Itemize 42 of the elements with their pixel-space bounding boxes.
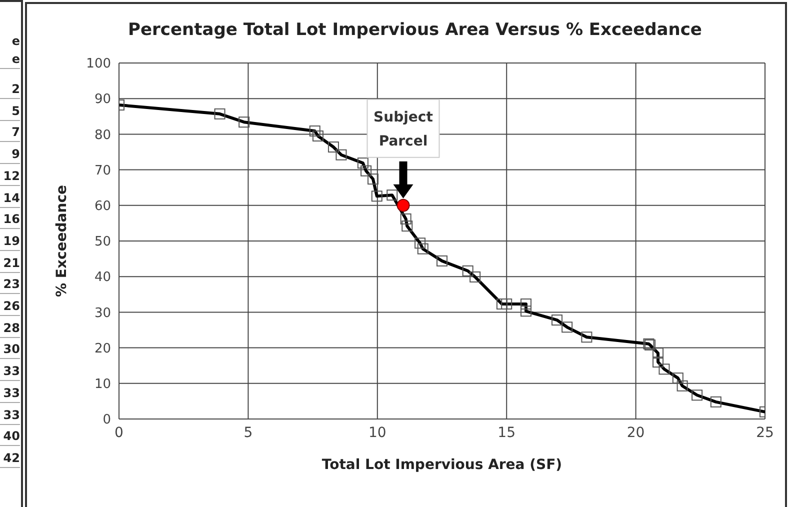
y-axis-title: % Exceedance [54, 184, 70, 298]
y-tick-label: 100 [86, 56, 111, 72]
text: 33 [0, 384, 20, 403]
text: e [10, 33, 20, 50]
text: 7 [0, 123, 20, 142]
y-tick-label: 70 [94, 163, 111, 178]
x-tick-label: 0 [114, 424, 124, 441]
text: 16 [0, 210, 20, 230]
text: 40 [0, 427, 20, 446]
text: 42 [0, 448, 20, 468]
text: 12 [0, 166, 20, 186]
annotation: Subject Parcel [374, 109, 434, 150]
y-tick-label: 0 [102, 412, 111, 428]
y-tick-label: 10 [94, 377, 111, 392]
y-tick-label: 90 [94, 92, 111, 108]
x-tick-label: 5 [244, 424, 253, 441]
text: 21 [0, 254, 20, 273]
x-tick-label: 15 [498, 424, 516, 441]
text: e [0, 50, 20, 69]
text: 14 [0, 188, 20, 208]
text: 5 [0, 102, 20, 121]
x-tick-label: 25 [756, 424, 774, 441]
text: 9 [0, 145, 20, 164]
text: 33 [0, 406, 20, 424]
text: 23 [0, 275, 20, 294]
text: 33 [0, 362, 20, 382]
x-tick-label: 10 [368, 424, 386, 441]
y-tick-label: 30 [94, 306, 111, 321]
y-tick-label: 50 [94, 234, 111, 250]
text: 19 [0, 232, 20, 251]
point [396, 198, 410, 212]
chart-title: Percentage Total Lot Impervious Area Versus % Exceedance [127, 20, 703, 40]
y-tick-label: 80 [94, 128, 111, 143]
text: 30 [0, 340, 20, 360]
x-tick-label: 20 [626, 424, 645, 441]
text: 2 [0, 80, 20, 99]
y-tick-label: 20 [94, 341, 111, 356]
x-axis-title: Total Lot Impervious Area (SF) [322, 457, 562, 473]
y-tick-label: 60 [94, 199, 111, 214]
text: 26 [0, 297, 20, 316]
text: 28 [0, 318, 20, 338]
y-tick-label: 40 [94, 270, 111, 286]
